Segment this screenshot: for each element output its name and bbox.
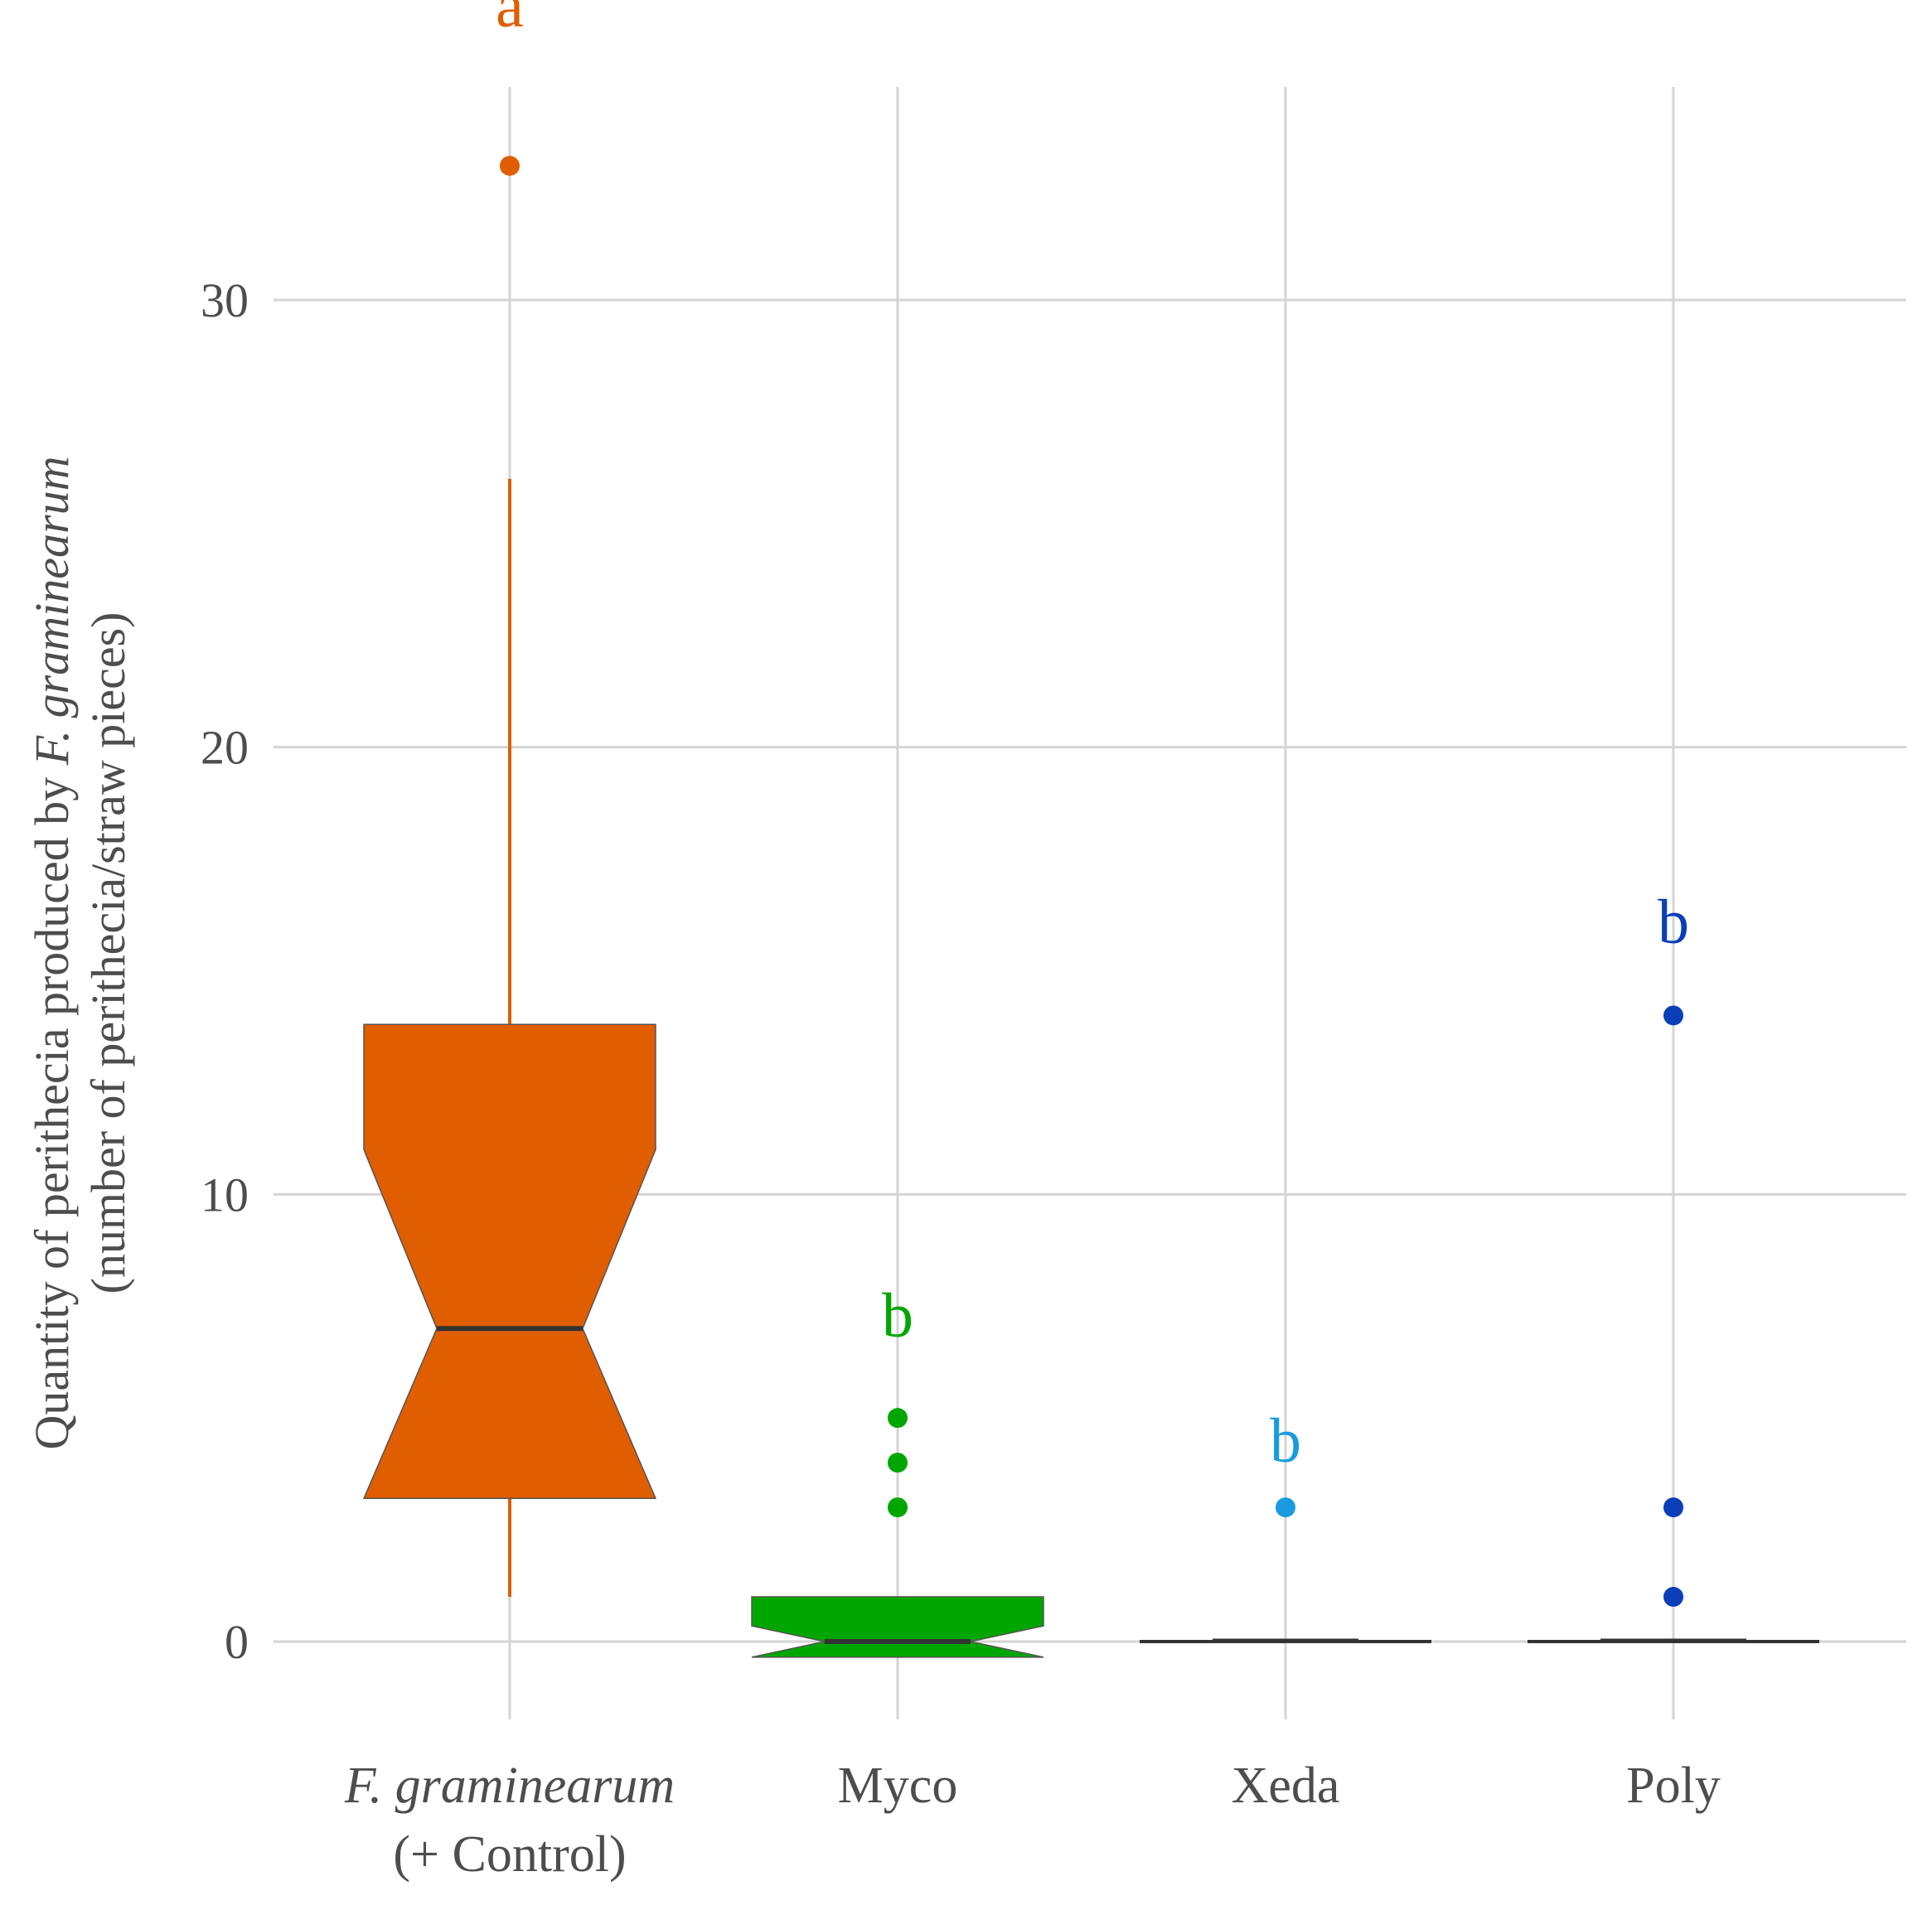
significance-letter: b [882,1281,913,1351]
outlier-point [1276,1497,1295,1518]
outlier-point [1663,1497,1683,1518]
y-tick-label: 0 [225,1615,249,1669]
box-0: a [362,0,657,1598]
x-category-label-line2: (+ Control) [393,1826,626,1883]
x-category-label: Xeda [1232,1758,1340,1814]
y-axis-title-line2: (number of perithecia/straw pieces) [81,612,135,1294]
significance-letter: b [1270,1406,1301,1476]
box-1: b [751,1281,1044,1658]
x-category-label: Poly [1626,1758,1721,1814]
y-tick-labels: 0 10 20 30 [201,273,249,1669]
box-body [362,1023,657,1500]
significance-letter: a [496,0,524,41]
outlier-point [888,1497,908,1518]
y-tick-label: 20 [201,721,249,775]
y-tick-label: 10 [201,1168,249,1221]
box-3: b [1528,887,1819,1643]
outlier-point [1663,1005,1683,1026]
outlier-point [888,1453,908,1473]
y-axis-title-line1: Quantity of perithecia produced by F. gr… [25,457,79,1450]
boxes-layer: a b b b [362,0,1819,1658]
box-body [751,1596,1044,1658]
box-2: b [1140,1406,1431,1643]
x-category-labels: F. graminearum (+ Control) Myco Xeda Poly [344,1758,1721,1883]
x-category-label: Myco [838,1758,958,1814]
x-category-label: F. graminearum [344,1758,675,1814]
y-tick-label: 30 [201,273,249,327]
significance-letter: b [1658,887,1689,957]
outlier-point [500,156,520,177]
outlier-point [888,1408,908,1429]
outlier-point [1663,1587,1683,1608]
